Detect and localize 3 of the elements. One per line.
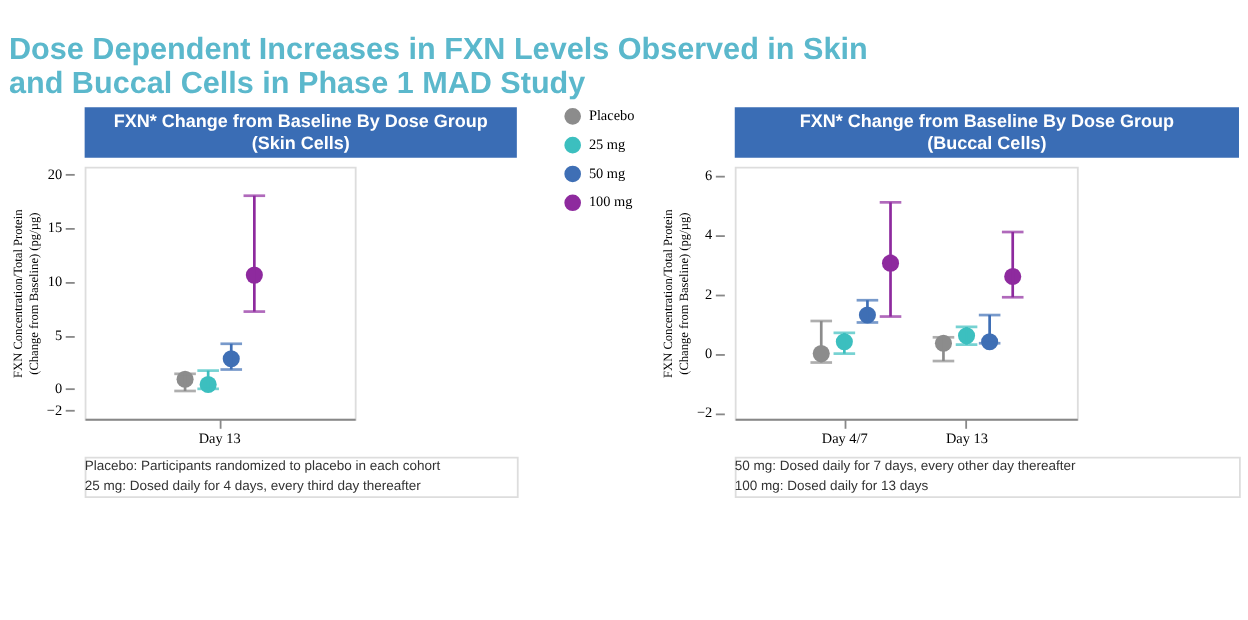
chart-subtitle: FXN* Change from Baseline By Dose Group (Buccal Cells) <box>799 111 1175 153</box>
chart-subtitle: FXN* Change from Baseline By Dose Group (Skin Cells) <box>113 111 489 153</box>
text: Dose Dependent Increases in FXN Levels Observed in Skin and Buccal Cells in Phase 1 MAD Study <box>8 32 868 101</box>
